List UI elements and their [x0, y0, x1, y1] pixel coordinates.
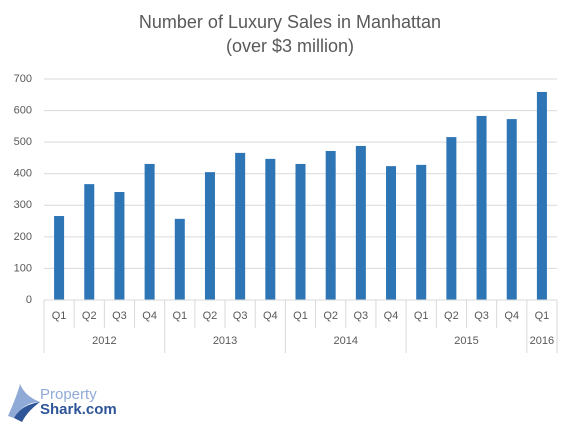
y-tick-label: 700: [14, 73, 32, 85]
bar: [446, 137, 457, 300]
logo-icon-fin: [14, 402, 40, 422]
logo-text: Property: [40, 386, 97, 403]
x-tick-label: Q3: [474, 310, 489, 322]
group-label: 2014: [334, 335, 358, 347]
bar: [114, 192, 125, 300]
x-tick-label: Q1: [172, 310, 187, 322]
chart-title: Number of Luxury Sales in Manhattan: [139, 12, 441, 32]
bar: [325, 150, 336, 300]
x-tick-label: Q3: [354, 310, 369, 322]
group-label: 2015: [454, 335, 478, 347]
x-tick-label: Q2: [82, 310, 97, 322]
logo: Property Shark.com: [8, 384, 117, 422]
y-tick-label: 400: [14, 168, 32, 180]
y-tick-label: 100: [14, 262, 32, 274]
bar: [295, 163, 306, 300]
bar: [536, 91, 547, 301]
x-tick-label: Q1: [52, 310, 67, 322]
y-tick-label: 500: [14, 136, 32, 148]
x-tick-label: Q2: [444, 310, 459, 322]
x-tick-label: Q2: [323, 310, 338, 322]
bar: [144, 163, 155, 300]
y-tick-label: 0: [26, 294, 32, 306]
group-label: 2012: [92, 335, 116, 347]
group-label: 2013: [213, 335, 237, 347]
x-tick-label: Q1: [293, 310, 308, 322]
bar: [54, 216, 65, 300]
bar: [204, 172, 215, 300]
x-tick-label: Q3: [233, 310, 248, 322]
bar: [265, 158, 276, 300]
y-tick-label: 200: [14, 231, 32, 243]
x-tick-label: Q2: [203, 310, 218, 322]
bar: [476, 115, 487, 300]
x-tick-label: Q3: [112, 310, 127, 322]
x-tick-label: Q4: [504, 310, 519, 322]
x-tick-label: Q4: [263, 310, 278, 322]
chart-subtitle: (over $3 million): [226, 36, 354, 56]
bar: [174, 218, 185, 300]
bar: [355, 145, 366, 300]
bar: [386, 166, 397, 300]
x-tick-label: Q4: [142, 310, 157, 322]
logo-icon: [8, 384, 40, 418]
x-tick-label: Q4: [384, 310, 399, 322]
x-tick-label: Q1: [535, 310, 550, 322]
bar: [506, 119, 517, 301]
bar: [416, 164, 427, 300]
logo-text: Shark.com: [40, 401, 117, 418]
bar: [84, 184, 95, 300]
y-tick-label: 300: [14, 199, 32, 211]
y-tick-label: 600: [14, 104, 32, 116]
bar: [235, 152, 246, 300]
x-tick-label: Q1: [414, 310, 429, 322]
group-label: 2016: [530, 335, 554, 347]
